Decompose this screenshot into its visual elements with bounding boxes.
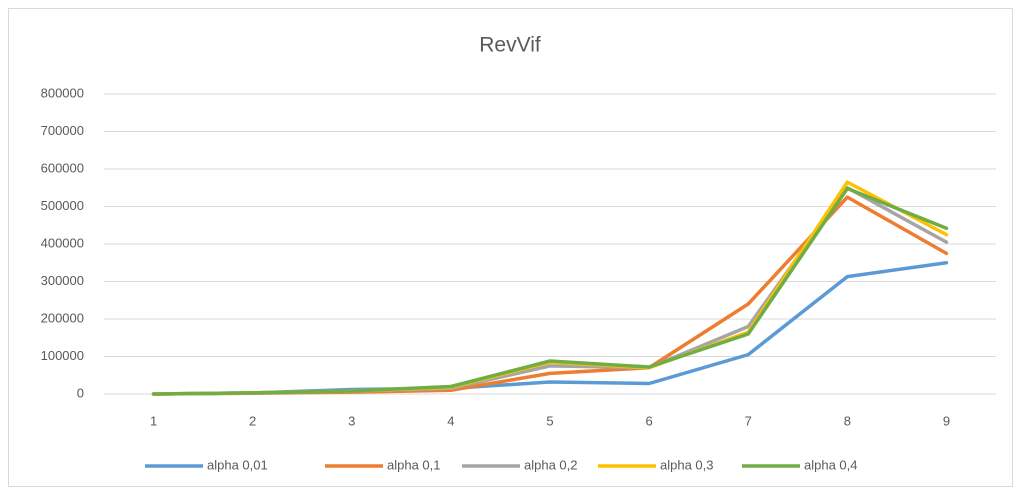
y-tick-label: 400000 bbox=[41, 235, 84, 250]
x-tick-label: 7 bbox=[745, 413, 752, 428]
chart-frame bbox=[8, 8, 1013, 487]
x-tick-label: 1 bbox=[150, 413, 157, 428]
x-tick-label: 6 bbox=[645, 413, 652, 428]
series-line bbox=[151, 186, 949, 396]
x-tick-label: 2 bbox=[249, 413, 256, 428]
legend-label: alpha 0,3 bbox=[660, 457, 714, 472]
legend-label: alpha 0,4 bbox=[804, 457, 858, 472]
x-tick-label: 4 bbox=[447, 413, 454, 428]
x-tick-label: 5 bbox=[546, 413, 553, 428]
y-tick-label: 300000 bbox=[41, 273, 84, 288]
x-tick-label: 8 bbox=[844, 413, 851, 428]
legend-label: alpha 0,01 bbox=[207, 457, 268, 472]
chart-title: RevVif bbox=[479, 34, 541, 57]
y-tick-label: 800000 bbox=[41, 85, 84, 100]
y-tick-label: 500000 bbox=[41, 198, 84, 213]
legend-label: alpha 0,1 bbox=[387, 457, 441, 472]
y-tick-label: 700000 bbox=[41, 123, 84, 138]
y-tick-label: 600000 bbox=[41, 160, 84, 175]
y-tick-label: 0 bbox=[77, 385, 84, 400]
y-tick-label: 200000 bbox=[41, 310, 84, 325]
legend-label: alpha 0,2 bbox=[524, 457, 578, 472]
x-tick-label: 3 bbox=[348, 413, 355, 428]
x-tick-label: 9 bbox=[943, 413, 950, 428]
y-tick-label: 100000 bbox=[41, 348, 84, 363]
